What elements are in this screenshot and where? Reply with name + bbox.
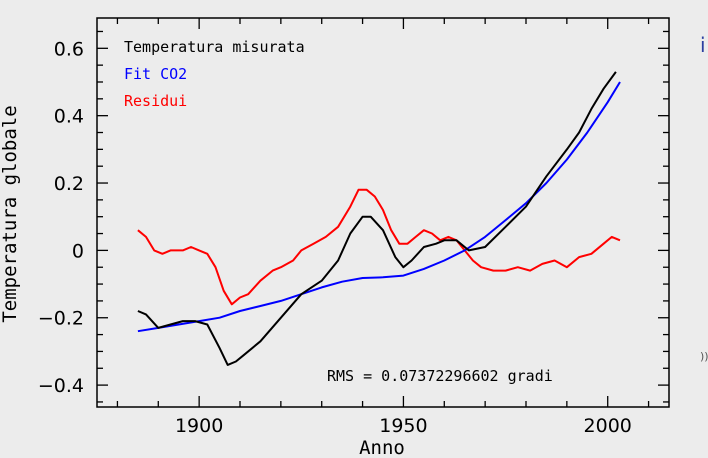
y-axis-title: Temperatura globale [0, 105, 21, 322]
y-tick-label: 0.4 [54, 106, 84, 128]
text-layer: Anno Temperatura globale Temperatura mis… [0, 33, 708, 458]
series-layer [137, 71, 621, 366]
y-tick-label: 0.2 [54, 173, 84, 195]
legend-entry-fit-co2: Fit CO2 [124, 65, 187, 83]
legend-entry-residui: Residui [124, 92, 187, 110]
series-line-residui [137, 188, 621, 306]
series-line-temperatura-misurata [137, 71, 617, 366]
y-tick-label: −0.2 [38, 308, 84, 330]
rms-annotation: RMS = 0.07372296602 gradi [327, 367, 553, 385]
edge-fragment-mark: )) [700, 350, 708, 363]
y-tick-label: 0.6 [54, 38, 84, 60]
x-tick-label: 1950 [379, 415, 427, 437]
series-line-fit-co2 [137, 81, 621, 333]
x-tick-label: 2000 [584, 415, 632, 437]
plot-frame [96, 17, 670, 408]
x-tick-label: 1900 [175, 415, 223, 437]
axes-layer: 1900 1950 2000 −0.4 −0.2 0 0.2 0.4 0.6 [38, 17, 670, 437]
y-tick-label: 0 [72, 240, 84, 262]
y-tick-label: −0.4 [38, 375, 84, 397]
legend-entry-temperatura-misurata: Temperatura misurata [124, 38, 305, 56]
edge-fragment-glyph: i [700, 33, 706, 57]
x-axis-title: Anno [359, 437, 405, 458]
